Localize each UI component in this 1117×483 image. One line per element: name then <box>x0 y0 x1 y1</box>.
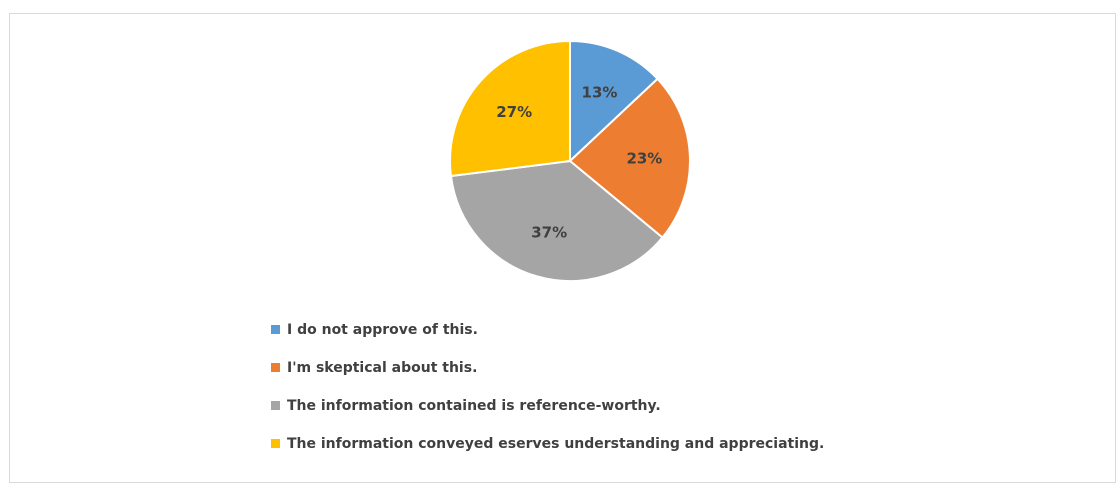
legend-swatch <box>271 363 280 372</box>
pie-slice-reference-worthy <box>449 160 664 282</box>
data-label-disapprove: 13% <box>582 84 618 102</box>
pie-slice-skeptical <box>569 77 691 239</box>
pie-chart: 13% 23% 37% 27% <box>449 40 691 282</box>
data-label-appreciating: 27% <box>496 103 532 121</box>
legend-label: The information conveyed eserves underst… <box>287 435 825 452</box>
legend-item-disapprove: I do not approve of this. <box>271 316 824 343</box>
chart-legend: I do not approve of this. I'm skeptical … <box>271 316 824 468</box>
pie-data-labels: 13% 23% 37% 27% <box>496 84 662 242</box>
legend-label: I do not approve of this. <box>287 321 478 338</box>
legend-swatch <box>271 439 280 448</box>
pie-slice-appreciating <box>449 40 571 178</box>
data-label-skeptical: 23% <box>626 150 662 168</box>
legend-item-reference-worthy: The information contained is reference-w… <box>271 392 824 419</box>
legend-swatch <box>271 325 280 334</box>
legend-item-skeptical: I'm skeptical about this. <box>271 354 824 381</box>
legend-label: The information contained is reference-w… <box>287 397 661 414</box>
pie-slices <box>449 40 691 282</box>
pie-slice-disapprove <box>569 40 659 162</box>
data-label-reference-worthy: 37% <box>531 223 567 241</box>
legend-swatch <box>271 401 280 410</box>
legend-item-appreciating: The information conveyed eserves underst… <box>271 430 824 457</box>
legend-label: I'm skeptical about this. <box>287 359 478 376</box>
